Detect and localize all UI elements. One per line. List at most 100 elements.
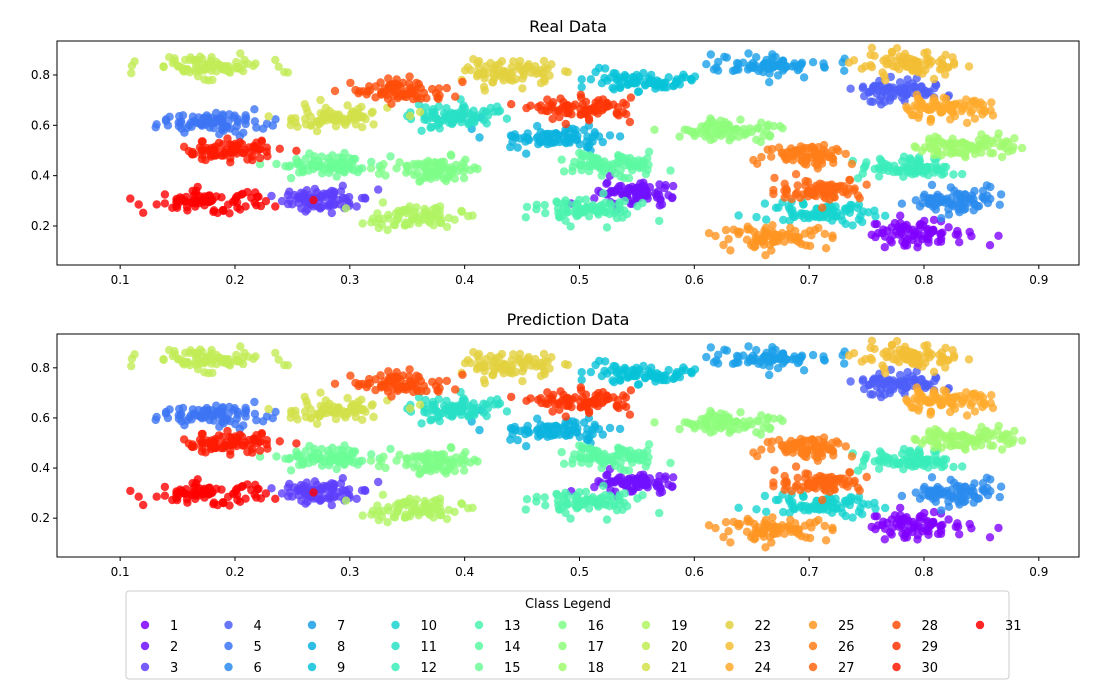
data-point-class-28 [414,372,423,382]
data-point-class-3 [310,477,320,486]
data-point-class-17 [702,420,711,429]
data-point-class-10 [864,500,873,509]
data-point-class-31 [134,492,143,501]
data-point-class-7 [840,66,849,76]
data-point-class-21 [367,108,376,118]
data-point-class-7 [734,358,743,367]
data-point-class-28 [414,79,423,89]
data-point-class-15 [324,446,333,455]
data-point-class-9 [687,76,696,85]
data-point-class-18 [930,132,940,141]
data-point-class-7 [768,343,777,352]
data-point-class-11 [442,104,451,113]
data-point-class-6 [927,180,937,190]
data-point-class-3 [344,485,354,494]
data-point-class-4 [877,100,886,109]
data-point-class-1 [924,527,933,536]
data-point-class-8 [534,432,543,441]
data-point-class-20 [249,354,258,363]
data-point-class-20 [193,349,202,359]
x-tick-label: 0.1 [111,273,130,287]
data-point-class-28 [359,87,368,96]
data-point-class-10 [809,210,818,220]
data-point-class-10 [853,203,862,213]
data-point-class-25 [794,237,803,247]
data-point-class-22 [479,362,488,371]
data-point-class-8 [565,133,575,143]
data-point-class-29 [584,114,594,123]
data-point-class-13 [584,504,594,513]
data-point-class-24 [939,396,949,406]
data-point-class-26 [802,160,811,169]
data-point-class-13 [615,499,625,509]
data-point-class-27 [793,473,802,483]
data-point-class-19 [457,206,466,216]
data-point-class-12 [906,448,915,457]
data-point-class-27 [818,203,827,212]
data-point-class-31 [271,202,280,211]
data-point-class-1 [929,215,939,225]
data-point-class-13 [566,514,575,523]
data-point-class-21 [354,112,363,122]
data-point-class-19 [378,506,388,516]
data-point-class-26 [834,146,843,156]
data-point-class-4 [879,86,888,95]
data-point-class-17 [709,118,719,128]
data-point-class-12 [870,164,879,174]
data-point-class-8 [513,143,522,152]
data-point-class-11 [447,410,456,420]
data-point-class-8 [511,425,520,435]
data-point-class-7 [799,366,809,375]
data-point-class-1 [898,237,907,246]
data-point-class-21 [300,407,310,416]
data-point-class-25 [704,521,714,530]
data-point-class-9 [632,371,641,381]
data-point-class-25 [801,241,811,250]
data-point-class-10 [788,205,797,214]
x-tick-label: 0.1 [111,565,130,579]
data-point-class-6 [986,475,995,484]
data-point-class-10 [856,503,865,513]
data-point-class-15 [286,173,296,183]
data-point-class-9 [577,82,586,92]
data-point-class-2 [669,473,678,482]
data-point-class-17 [753,123,762,133]
data-point-class-14 [597,171,606,180]
data-point-class-10 [774,203,783,212]
data-point-class-12 [903,456,912,465]
data-point-class-3 [344,192,354,202]
data-point-class-7 [765,58,775,67]
data-point-class-16 [450,466,459,476]
data-point-class-2 [642,186,651,195]
data-point-class-1 [944,515,953,524]
data-point-class-11 [479,115,488,125]
data-point-class-26 [847,159,857,169]
data-point-class-1 [915,513,924,522]
data-point-class-20 [249,61,258,71]
data-point-class-31 [238,189,247,198]
data-point-class-12 [949,462,958,472]
data-point-class-12 [919,167,928,176]
data-point-class-31 [309,488,318,497]
data-point-class-26 [802,452,811,462]
data-point-class-11 [464,118,473,127]
data-point-class-7 [702,352,711,362]
data-point-class-28 [365,374,374,384]
data-point-class-27 [803,177,813,186]
data-point-class-5 [165,405,174,414]
data-point-class-3 [352,202,361,211]
data-point-class-12 [859,456,869,465]
data-point-class-1 [887,515,896,524]
data-point-class-2 [667,193,677,203]
data-point-class-13 [541,208,550,218]
data-point-class-11 [442,396,451,406]
data-point-class-5 [197,121,207,130]
data-point-class-19 [383,225,392,235]
data-point-class-7 [722,53,731,62]
data-point-class-3 [316,483,325,493]
data-point-class-9 [603,76,612,85]
data-point-class-9 [662,376,671,385]
data-point-class-25 [820,521,829,531]
data-point-class-10 [779,215,788,225]
data-point-class-17 [711,129,720,138]
